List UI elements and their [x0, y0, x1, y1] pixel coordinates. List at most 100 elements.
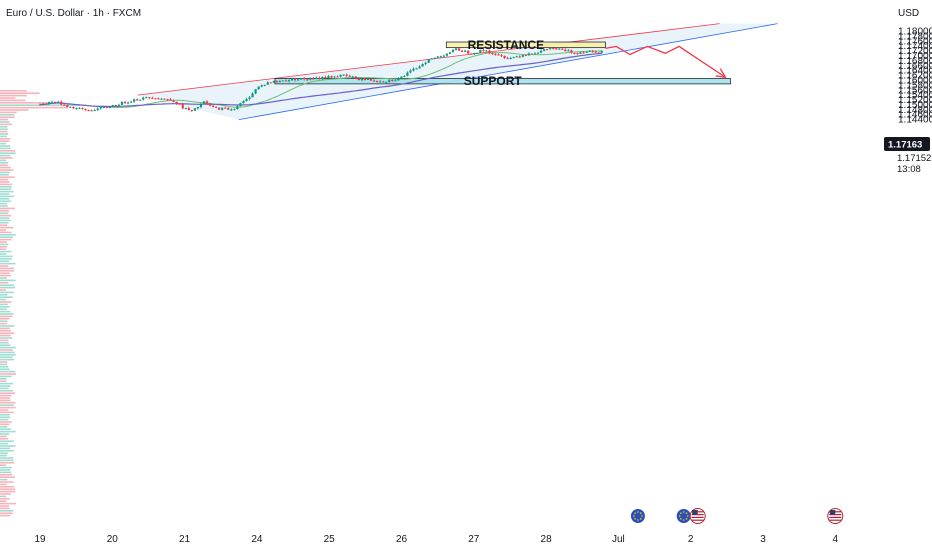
candle-up — [558, 48, 561, 50]
x-tick-label: Jul — [612, 534, 625, 545]
profile-bar — [0, 94, 27, 97]
candle-down — [172, 100, 175, 102]
candle-up — [48, 102, 51, 104]
profile-bar — [0, 102, 48, 104]
candle-down — [224, 107, 227, 109]
profile-bar — [0, 128, 8, 130]
eu-flag-star — [637, 519, 639, 521]
candle-down — [573, 52, 576, 54]
profile-bar — [0, 510, 14, 512]
profile-bar — [0, 354, 16, 356]
candle-down — [564, 49, 567, 52]
candle-up — [142, 97, 145, 100]
support-label: SUPPORT — [464, 74, 523, 88]
profile-bar — [0, 322, 8, 325]
candle-down — [166, 99, 169, 101]
profile-bar — [0, 114, 15, 116]
candle-up — [245, 99, 248, 102]
profile-bar — [0, 387, 9, 390]
profile-bar — [0, 174, 9, 176]
profile-bar — [0, 262, 16, 265]
profile-bar — [0, 339, 9, 342]
profile-bar — [0, 140, 10, 142]
candle-up — [199, 103, 203, 108]
candle-down — [391, 79, 394, 81]
profile-bar — [0, 154, 11, 157]
candle-down — [60, 101, 63, 105]
y-tick-label: 1.15400 — [898, 90, 932, 101]
profile-bar — [0, 214, 12, 217]
candle-down — [594, 51, 597, 53]
profile-bar — [0, 178, 9, 181]
eu-flag-star — [682, 519, 685, 521]
candle-up — [257, 86, 260, 90]
profile-bar — [0, 210, 9, 212]
candle-up — [184, 108, 187, 110]
profile-bar — [0, 445, 16, 447]
profile-bar — [0, 325, 15, 327]
profile-bar — [0, 368, 10, 370]
candle-up — [418, 66, 421, 69]
y-tick-label: 1.18000 — [898, 27, 932, 38]
candle-up — [400, 76, 403, 79]
profile-bar — [0, 186, 12, 188]
candle-down — [303, 77, 306, 80]
candle-up — [41, 103, 45, 105]
candle-down — [312, 78, 315, 80]
candle-up — [388, 79, 391, 82]
symbol-title[interactable]: Euro / U.S. Dollar · 1h · FXCM — [6, 8, 141, 19]
profile-bar — [0, 265, 9, 267]
profile-bar — [0, 483, 7, 486]
candle-down — [488, 50, 491, 54]
x-tick-label: 28 — [541, 534, 553, 545]
candle-up — [579, 52, 582, 54]
candle-up — [99, 107, 102, 109]
profile-bar — [0, 469, 11, 471]
candle-down — [157, 98, 160, 100]
profile-bar — [0, 135, 7, 138]
profile-bar — [0, 411, 14, 414]
candle-up — [287, 80, 291, 82]
profile-bar — [0, 116, 15, 118]
candle-up — [403, 75, 406, 77]
candle-down — [87, 110, 90, 112]
candle-up — [394, 80, 397, 82]
profile-bar — [0, 373, 16, 375]
profile-bar — [0, 430, 16, 433]
profile-bar — [0, 505, 10, 507]
profile-bar — [0, 394, 12, 397]
profile-bar — [0, 402, 16, 404]
candle-down — [491, 53, 494, 55]
last-price-label: 1.17163 — [888, 140, 922, 151]
candle-down — [284, 80, 288, 82]
candle-down — [330, 76, 333, 78]
y-tick-label: 1.15600 — [898, 85, 932, 96]
profile-bar — [0, 238, 12, 241]
candle-down — [38, 104, 42, 106]
time-axis: 19 20 21 24 25 26 27 28 Jul 2 3 4 — [34, 534, 838, 545]
profile-bar — [0, 385, 11, 387]
second-price-label: 1.17152 — [897, 153, 931, 164]
candle-up — [439, 56, 442, 58]
currency-label[interactable]: USD — [898, 8, 919, 19]
profile-bar — [0, 375, 12, 378]
eu-flag-icon — [675, 508, 692, 524]
candle-down — [494, 53, 497, 55]
candle-up — [233, 108, 236, 110]
candle-up — [385, 81, 388, 83]
candle-up — [57, 101, 60, 103]
profile-bar — [0, 296, 13, 298]
profile-bar — [0, 318, 10, 320]
profile-bar — [0, 498, 10, 500]
profile-bar — [0, 289, 7, 291]
price-axis: 1.180001.178001.176001.174001.172001.170… — [898, 27, 932, 126]
profile-bar — [0, 118, 9, 121]
eu-flag-star — [685, 512, 688, 514]
candle-down — [348, 75, 351, 77]
candle-up — [427, 59, 430, 63]
profile-bar — [0, 390, 13, 392]
profile-bar — [0, 435, 7, 438]
profile-bar — [0, 303, 8, 306]
profile-bar — [0, 274, 11, 277]
